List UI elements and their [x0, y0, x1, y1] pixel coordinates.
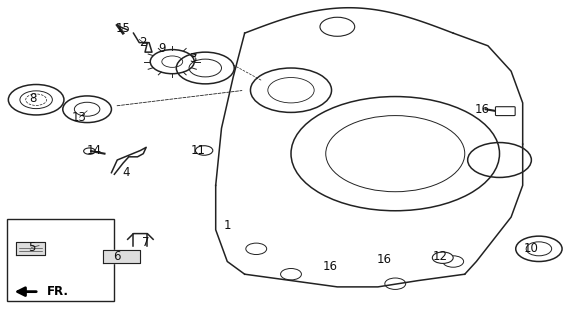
Circle shape [432, 252, 453, 263]
Text: 16: 16 [376, 253, 391, 267]
Text: 10: 10 [524, 242, 539, 255]
Text: 15: 15 [116, 22, 130, 35]
Polygon shape [103, 251, 140, 263]
FancyBboxPatch shape [495, 107, 515, 116]
Text: 8: 8 [30, 92, 37, 105]
Circle shape [196, 146, 213, 155]
Text: 16: 16 [475, 103, 489, 116]
Text: 3: 3 [189, 52, 196, 65]
Text: 2: 2 [140, 36, 147, 49]
Text: 11: 11 [191, 144, 206, 157]
Text: 5: 5 [28, 241, 35, 254]
Circle shape [84, 148, 95, 154]
Text: 9: 9 [159, 43, 166, 55]
Text: 13: 13 [72, 111, 87, 124]
Text: 14: 14 [87, 144, 102, 157]
Text: 12: 12 [433, 250, 448, 263]
Bar [7, 219, 114, 301]
Text: FR.: FR. [47, 285, 69, 298]
Text: 1: 1 [223, 219, 231, 232]
Text: 4: 4 [122, 166, 130, 179]
Text: 16: 16 [322, 260, 338, 273]
Text: 6: 6 [113, 250, 121, 263]
Polygon shape [16, 243, 45, 255]
Text: 7: 7 [143, 236, 150, 249]
